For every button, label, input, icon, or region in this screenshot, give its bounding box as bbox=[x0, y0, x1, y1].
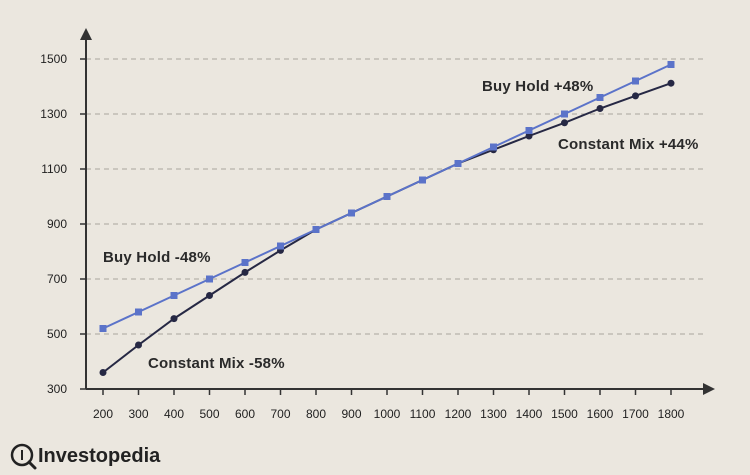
x-tick-label-200: 200 bbox=[93, 407, 113, 421]
point-constant-mix-1500 bbox=[561, 119, 568, 127]
point-buy-hold-1600 bbox=[596, 94, 604, 101]
brand-name: Investopedia bbox=[38, 445, 161, 467]
y-tick-label-1300: 1300 bbox=[40, 107, 67, 121]
x-tick-label-600: 600 bbox=[235, 407, 255, 421]
point-buy-hold-1500 bbox=[561, 110, 568, 118]
x-tick-label-1500: 1500 bbox=[551, 407, 578, 421]
point-buy-hold-700 bbox=[277, 242, 284, 250]
annotation-buy-hold-up: Buy Hold +48% bbox=[482, 78, 593, 95]
point-constant-mix-300 bbox=[135, 341, 142, 349]
x-tick-label-500: 500 bbox=[199, 407, 219, 421]
point-buy-hold-1800 bbox=[667, 61, 675, 68]
point-constant-mix-400 bbox=[170, 315, 178, 323]
x-tick-label-1700: 1700 bbox=[622, 407, 649, 421]
y-tick-label-300: 300 bbox=[47, 382, 67, 396]
point-buy-hold-400 bbox=[170, 292, 178, 299]
annotation-constant-mix-up: Constant Mix +44% bbox=[558, 136, 699, 153]
point-buy-hold-300 bbox=[135, 308, 142, 316]
annotation-buy-hold-down: Buy Hold -48% bbox=[103, 249, 211, 266]
point-constant-mix-200 bbox=[99, 369, 107, 376]
series-line-constant-mix bbox=[102, 82, 672, 374]
x-tick-label-1600: 1600 bbox=[587, 407, 614, 421]
x-tick-label-1100: 1100 bbox=[410, 407, 436, 421]
y-tick-label-900: 900 bbox=[47, 217, 67, 231]
series-buy-hold bbox=[99, 61, 675, 332]
y-tick-label-1500: 1500 bbox=[40, 52, 67, 66]
y-axis-arrow-icon bbox=[80, 28, 92, 40]
y-tick-labels: 300 500 700 900 1100 1300 1500 bbox=[40, 52, 86, 396]
y-tick-label-700: 700 bbox=[47, 272, 67, 286]
point-buy-hold-1200 bbox=[454, 160, 462, 167]
x-tick-label-800: 800 bbox=[306, 407, 326, 421]
x-tick-label-1200: 1200 bbox=[445, 407, 472, 421]
point-constant-mix-500 bbox=[206, 292, 213, 299]
point-buy-hold-1000 bbox=[383, 193, 391, 200]
point-buy-hold-600 bbox=[241, 259, 249, 266]
point-buy-hold-1100 bbox=[419, 176, 426, 184]
x-tick-label-1400: 1400 bbox=[516, 407, 543, 421]
axes bbox=[80, 28, 715, 395]
point-buy-hold-200 bbox=[99, 325, 107, 332]
y-tick-label-1100: 1100 bbox=[41, 162, 67, 176]
x-tick-label-400: 400 bbox=[164, 407, 184, 421]
series-constant-mix bbox=[99, 79, 675, 376]
x-tick-label-300: 300 bbox=[128, 407, 148, 421]
point-constant-mix-1800 bbox=[667, 79, 675, 87]
point-buy-hold-1300 bbox=[490, 143, 497, 151]
point-buy-hold-900 bbox=[348, 209, 355, 217]
x-axis-arrow-icon bbox=[703, 383, 715, 395]
series-group bbox=[99, 61, 675, 376]
annotation-constant-mix-down: Constant Mix -58% bbox=[148, 355, 285, 372]
point-constant-mix-1700 bbox=[632, 92, 639, 100]
y-tick-label-500: 500 bbox=[47, 327, 67, 341]
investopedia-logo-icon bbox=[10, 443, 37, 470]
gridlines bbox=[86, 58, 706, 335]
x-tick-label-1000: 1000 bbox=[374, 407, 401, 421]
x-tick-label-1800: 1800 bbox=[658, 407, 685, 421]
point-buy-hold-800 bbox=[312, 226, 320, 233]
point-buy-hold-500 bbox=[206, 275, 213, 283]
x-tick-label-700: 700 bbox=[270, 407, 290, 421]
point-constant-mix-1400 bbox=[525, 132, 533, 140]
x-tick-labels: 200 300 400 500 600 700 800 900 1000 1100 1200 1300… bbox=[93, 389, 685, 421]
investopedia-logo: Investopedia bbox=[10, 443, 161, 470]
x-tick-label-900: 900 bbox=[341, 407, 361, 421]
point-buy-hold-1700 bbox=[632, 77, 639, 85]
point-buy-hold-1400 bbox=[525, 127, 533, 134]
x-tick-label-1300: 1300 bbox=[480, 407, 507, 421]
point-constant-mix-600 bbox=[241, 268, 249, 276]
point-constant-mix-1600 bbox=[596, 105, 604, 112]
